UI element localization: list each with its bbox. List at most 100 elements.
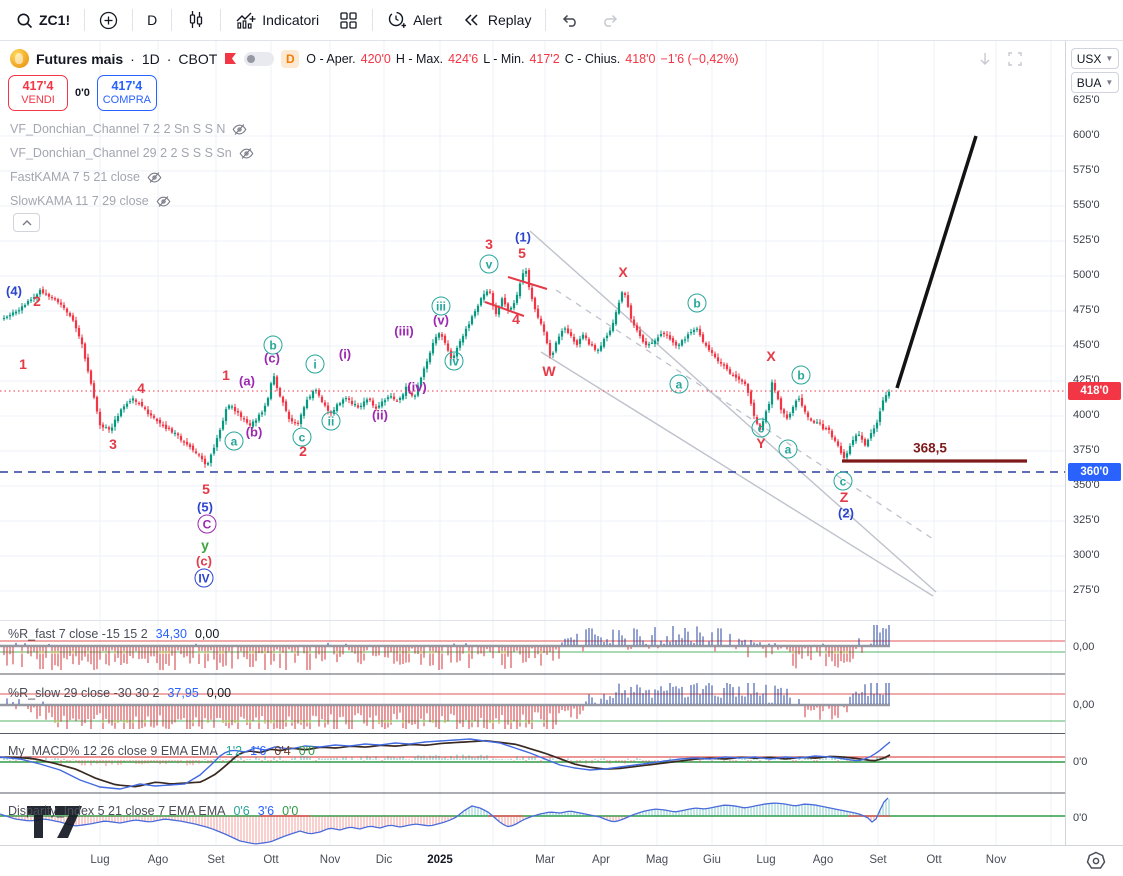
replay-button[interactable]: Replay: [452, 6, 542, 34]
indicator-legend: VF_Donchian_Channel 7 2 2 Sn S S N VF_Do…: [10, 117, 254, 213]
low-value: 417'2: [529, 51, 560, 66]
indicator-title[interactable]: FastKAMA 7 5 21 close: [10, 170, 140, 184]
eye-off-icon[interactable]: [156, 194, 171, 209]
panel-legend[interactable]: %R_fast 7 close -15 15 2 34,30 0,00: [8, 627, 219, 641]
compare-add-button[interactable]: [89, 6, 128, 34]
collapse-legend-button[interactable]: [13, 213, 40, 232]
panel-indicator-value: 0'0: [298, 744, 315, 758]
legend-row-slowkama[interactable]: SlowKAMA 11 7 29 close: [10, 189, 254, 213]
price-tick-label: 375'0: [1073, 444, 1100, 456]
close-label: C - Chius.: [564, 51, 621, 66]
month-tick-label: Set: [207, 854, 225, 866]
panel-axis-value: 0'0: [1073, 756, 1088, 768]
buy-label: COMPRA: [102, 93, 151, 106]
alert-level-badge: 360'0: [1068, 463, 1121, 481]
timezone-settings-icon[interactable]: [1085, 850, 1107, 872]
month-tick-label: Lug: [90, 854, 110, 866]
low-label: L - Min.: [483, 51, 525, 66]
price-tick-label: 525'0: [1073, 234, 1100, 246]
panel-indicator-title[interactable]: %R_fast 7 close -15 15 2: [8, 627, 148, 641]
sell-label: VENDI: [21, 93, 55, 106]
month-tick-label: 2025: [427, 854, 453, 866]
month-tick-label: Ago: [812, 854, 834, 866]
panel-legend[interactable]: My_MACD% 12 26 close 9 EMA EMA 1'2 1'6 0'4 0…: [8, 744, 315, 758]
chart-area[interactable]: Futures mais · 1D · CBOT D O - Aper. 420…: [0, 41, 1065, 845]
redo-button[interactable]: [590, 6, 630, 34]
symbol-title[interactable]: Futures mais: [36, 50, 124, 67]
sell-button[interactable]: 417'4 VENDI: [8, 75, 68, 111]
panel-axis-value: 0'0: [1073, 812, 1088, 824]
replay-label: Replay: [487, 12, 532, 28]
price-tick-label: 625'0: [1073, 94, 1100, 106]
eye-off-icon[interactable]: [232, 122, 247, 137]
price-tick-label: 550'0: [1073, 199, 1100, 211]
toolbar-separator: [132, 9, 134, 31]
panel-indicator-value: 34,30: [155, 627, 187, 641]
price-axis[interactable]: USX ▼ BUA ▼ 625'0 600'0 575'0 550'0 525'0 500…: [1065, 41, 1123, 845]
panel-legend[interactable]: %R_slow 29 close -30 30 2 37,95 0,00: [8, 686, 231, 700]
eye-off-icon[interactable]: [239, 146, 254, 161]
undo-button[interactable]: [550, 6, 590, 34]
month-tick-label: Mag: [645, 854, 669, 866]
indicators-button[interactable]: Indicatori: [225, 6, 329, 34]
layout-templates-button[interactable]: [329, 6, 368, 34]
indicator-title[interactable]: SlowKAMA 11 7 29 close: [10, 194, 149, 208]
interval-d-badge[interactable]: D: [281, 49, 300, 68]
month-tick-label: Ago: [147, 854, 169, 866]
panel-indicator-value: 0'4: [274, 744, 291, 758]
price-tick-label: 575'0: [1073, 164, 1100, 176]
toolbar-separator: [84, 9, 86, 31]
panel-indicator-value: 0,00: [206, 686, 232, 700]
month-tick-label: Apr: [592, 854, 610, 866]
symbol-search[interactable]: ZC1!: [6, 6, 80, 34]
publish-toggle[interactable]: [244, 51, 275, 66]
tradingview-logo[interactable]: [26, 805, 84, 839]
panel-indicator-value: 3'6: [257, 804, 275, 818]
panel-indicator-title[interactable]: Disparity_Index 5 21 close 7 EMA EMA: [8, 804, 226, 818]
panel-indicator-title[interactable]: %R_slow 29 close -30 30 2: [8, 686, 160, 700]
alert-label: Alert: [413, 12, 442, 28]
unit-bua-button[interactable]: BUA ▼: [1071, 72, 1119, 93]
month-tick-label: Set: [869, 854, 887, 866]
toolbar-separator: [171, 9, 173, 31]
main-region: Futures mais · 1D · CBOT D O - Aper. 420…: [0, 41, 1123, 845]
chart-canvas[interactable]: [0, 41, 1065, 845]
eye-off-icon[interactable]: [147, 170, 162, 185]
high-label: H - Max.: [395, 51, 444, 66]
ohlc-values: O - Aper. 420'0 H - Max. 424'6 L - Min. …: [306, 52, 738, 66]
price-tick-label: 450'0: [1073, 339, 1100, 351]
grid-layout-icon: [339, 11, 358, 30]
panel-legend[interactable]: Disparity_Index 5 21 close 7 EMA EMA 0'6 3…: [8, 804, 298, 818]
interval-button[interactable]: D: [137, 6, 167, 34]
buy-button[interactable]: 417'4 COMPRA: [96, 75, 157, 111]
panel-indicator-value: 1'6: [250, 744, 267, 758]
time-axis[interactable]: Lug Ago Set Ott Nov Dic 2025 Mar Apr Mag Giu Lug Ago…: [0, 845, 1123, 876]
price-tick-label: 275'0: [1073, 584, 1100, 596]
legend-row-fastkama[interactable]: FastKAMA 7 5 21 close: [10, 165, 254, 189]
indicator-title[interactable]: VF_Donchian_Channel 29 2 2 S S S Sn: [10, 146, 232, 160]
currency-usx-button[interactable]: USX ▼: [1071, 48, 1119, 69]
symbol-interval[interactable]: 1D: [141, 50, 160, 67]
price-tick-label: 600'0: [1073, 129, 1100, 141]
panel-indicator-value: 0,00: [194, 627, 220, 641]
panel-indicator-title[interactable]: My_MACD% 12 26 close 9 EMA EMA: [8, 744, 218, 758]
change-value: −1'6 (−0,42%): [660, 51, 739, 66]
high-value: 424'6: [448, 51, 479, 66]
currency-label: USX: [1076, 51, 1102, 66]
month-tick-label: Ott: [263, 854, 279, 866]
dot-separator: ·: [130, 50, 135, 67]
price-tick-label: 350'0: [1073, 479, 1100, 491]
flag-icon[interactable]: [224, 52, 237, 65]
legend-row-donchian-29[interactable]: VF_Donchian_Channel 29 2 2 S S S Sn: [10, 141, 254, 165]
scroll-down-icon[interactable]: [977, 51, 993, 67]
indicator-title[interactable]: VF_Donchian_Channel 7 2 2 Sn S S N: [10, 122, 226, 136]
symbol-exchange[interactable]: CBOT: [178, 50, 218, 67]
alert-button[interactable]: Alert: [377, 6, 452, 34]
dot-separator: ·: [166, 50, 172, 67]
legend-row-donchian-7[interactable]: VF_Donchian_Channel 7 2 2 Sn S S N: [10, 117, 254, 141]
maximize-pane-icon[interactable]: [1007, 51, 1023, 67]
replay-icon: [462, 11, 482, 29]
chart-style-button[interactable]: [176, 6, 216, 34]
indicators-label: Indicatori: [262, 12, 320, 28]
